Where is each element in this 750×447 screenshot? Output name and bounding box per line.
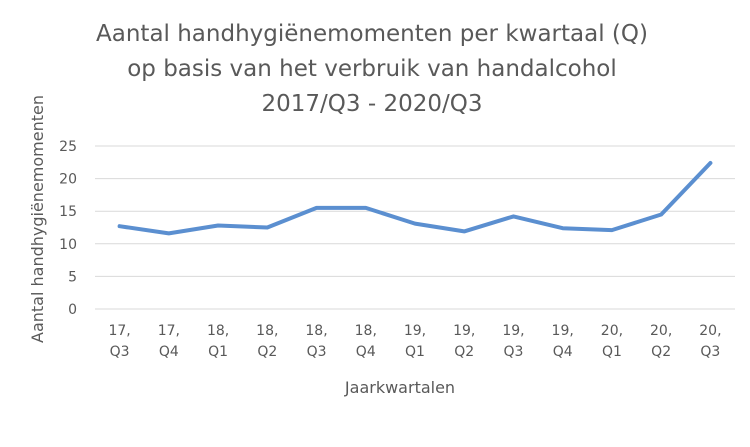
y-tick-label: 15 <box>59 204 77 220</box>
x-tick-label: 18, <box>355 323 377 339</box>
y-axis-ticks: 0 5 10 15 20 25 <box>59 139 77 318</box>
x-tick-label: 20, <box>650 323 672 339</box>
chart-title-line-1: Aantal handhygiënemomenten per kwartaal … <box>96 21 648 47</box>
chart-title-line-3: 2017/Q3 - 2020/Q3 <box>262 91 483 117</box>
x-tick-label: Q4 <box>553 344 573 360</box>
x-tick-label: Q2 <box>454 344 474 360</box>
x-tick-label: Q4 <box>356 344 376 360</box>
x-tick-label: Q1 <box>602 344 622 360</box>
x-tick-label: 20, <box>699 323 721 339</box>
y-tick-label: 0 <box>68 302 77 318</box>
series-line <box>117 161 713 236</box>
x-axis-ticks: 17, Q3 17, Q4 18, Q1 18, Q2 18, Q3 18, Q4 19, Q1 19, Q2… <box>108 323 721 360</box>
chart-title-line-2: op basis van het verbruik van handalcoho… <box>127 56 617 82</box>
gridlines <box>95 145 735 310</box>
x-tick-label: 18, <box>305 323 327 339</box>
x-tick-label: Q3 <box>110 344 130 360</box>
x-tick-label: Q3 <box>307 344 327 360</box>
x-tick-label: 19, <box>404 323 426 339</box>
x-tick-label: 17, <box>158 323 180 339</box>
x-tick-label: Q1 <box>405 344 425 360</box>
x-tick-label: Q2 <box>651 344 671 360</box>
x-tick-label: Q3 <box>700 344 720 360</box>
x-tick-label: Q1 <box>208 344 228 360</box>
x-axis-title: Jaarkwartalen <box>344 378 455 397</box>
x-tick-label: 19, <box>453 323 475 339</box>
x-tick-label: Q2 <box>257 344 277 360</box>
y-tick-label: 5 <box>68 269 77 285</box>
y-tick-label: 20 <box>59 172 77 188</box>
x-tick-label: 18, <box>207 323 229 339</box>
x-tick-label: Q3 <box>503 344 523 360</box>
x-tick-label: 18, <box>256 323 278 339</box>
x-tick-label: Q4 <box>159 344 179 360</box>
y-axis-title: Aantal handhygiënemomenten <box>28 95 47 343</box>
x-tick-label: 17, <box>108 323 130 339</box>
y-tick-label: 10 <box>59 237 77 253</box>
x-tick-label: 19, <box>502 323 524 339</box>
chart-title: Aantal handhygiënemomenten per kwartaal … <box>96 21 648 117</box>
x-tick-label: 19, <box>552 323 574 339</box>
y-tick-label: 25 <box>59 139 77 155</box>
x-tick-label: 20, <box>601 323 623 339</box>
